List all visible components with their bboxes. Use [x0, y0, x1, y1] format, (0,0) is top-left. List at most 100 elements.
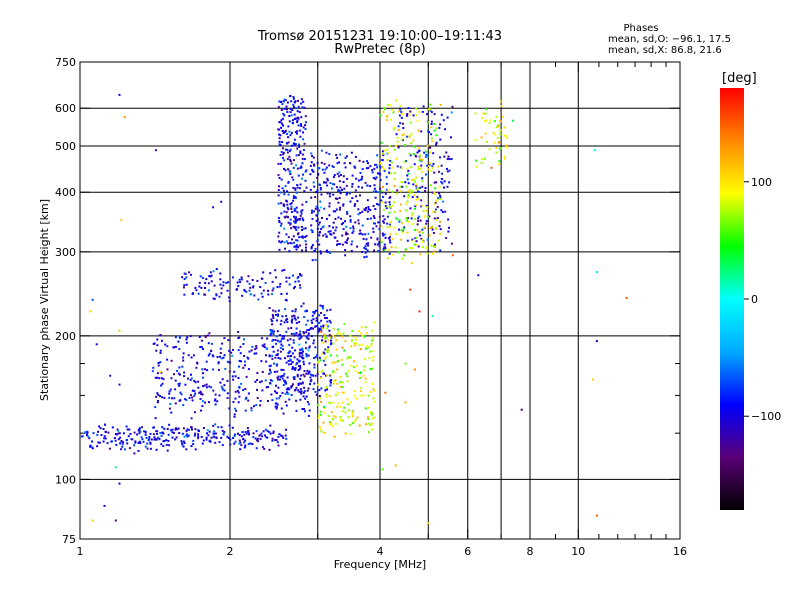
- data-point: [250, 409, 253, 412]
- data-point: [392, 111, 395, 114]
- data-point: [199, 390, 202, 393]
- data-point: [292, 166, 295, 169]
- grid-lines: [80, 62, 680, 539]
- data-point: [390, 161, 393, 164]
- data-point: [178, 432, 181, 434]
- data-point: [138, 440, 141, 443]
- data-point: [417, 129, 420, 132]
- data-point: [239, 345, 242, 348]
- data-point: [313, 312, 316, 315]
- data-point: [159, 334, 162, 337]
- data-point: [117, 438, 120, 441]
- data-point: [197, 386, 200, 389]
- data-point: [378, 228, 381, 230]
- data-point: [275, 364, 278, 367]
- data-point: [448, 181, 451, 184]
- data-point: [187, 377, 189, 380]
- data-point: [345, 225, 348, 228]
- data-point: [425, 204, 428, 207]
- data-point: [484, 132, 487, 135]
- data-point: [338, 180, 341, 183]
- data-point: [340, 358, 343, 361]
- data-point: [151, 370, 154, 373]
- scatter-points: [80, 93, 628, 525]
- data-point: [165, 443, 168, 446]
- data-point: [232, 348, 234, 351]
- data-point: [374, 163, 377, 166]
- data-point: [442, 200, 445, 203]
- data-point: [302, 363, 305, 366]
- data-point: [226, 289, 229, 292]
- data-point: [335, 339, 338, 342]
- data-point: [292, 367, 295, 370]
- data-point: [297, 335, 300, 338]
- data-point: [256, 372, 259, 374]
- data-point: [319, 330, 322, 333]
- data-point: [389, 104, 392, 107]
- data-point: [266, 337, 269, 340]
- data-point: [339, 385, 342, 388]
- data-point: [293, 287, 295, 290]
- data-point: [294, 217, 297, 220]
- data-point: [125, 425, 128, 428]
- data-point: [341, 243, 344, 246]
- data-point: [595, 340, 598, 343]
- data-point: [297, 246, 299, 249]
- data-point: [376, 203, 379, 205]
- data-point: [295, 191, 298, 194]
- data-point: [408, 113, 411, 116]
- data-point: [302, 373, 305, 376]
- data-point: [121, 445, 124, 448]
- data-point: [332, 342, 335, 345]
- data-point: [365, 347, 367, 350]
- data-point: [236, 281, 239, 284]
- data-point: [228, 296, 230, 299]
- data-point: [271, 280, 274, 283]
- data-point: [268, 372, 271, 375]
- data-point: [319, 413, 322, 416]
- data-point: [247, 392, 250, 395]
- data-point: [231, 426, 234, 429]
- data-point: [296, 132, 298, 135]
- data-point: [202, 372, 204, 375]
- data-point: [152, 426, 155, 429]
- data-point: [100, 434, 103, 436]
- data-point: [332, 401, 335, 404]
- data-point: [393, 178, 396, 181]
- data-point: [170, 377, 173, 380]
- data-point: [319, 428, 322, 431]
- data-point: [213, 284, 216, 287]
- data-point: [338, 161, 341, 164]
- data-point: [413, 145, 416, 148]
- data-point: [401, 257, 404, 260]
- data-point: [268, 431, 271, 434]
- data-point: [482, 112, 485, 115]
- data-point: [361, 233, 364, 236]
- data-point: [372, 231, 375, 233]
- data-point: [140, 426, 143, 429]
- data-point: [190, 426, 193, 429]
- data-point: [321, 327, 324, 330]
- data-point: [286, 339, 289, 342]
- data-point: [286, 108, 288, 111]
- data-point: [321, 305, 324, 307]
- data-point: [369, 368, 372, 371]
- data-point: [325, 393, 328, 396]
- data-point: [406, 219, 409, 222]
- data-point: [450, 158, 453, 160]
- data-point: [159, 352, 162, 354]
- data-point: [383, 233, 386, 236]
- data-point: [313, 382, 316, 385]
- data-point: [259, 399, 262, 402]
- data-point: [354, 166, 357, 169]
- data-point: [300, 356, 303, 359]
- data-point: [433, 113, 436, 116]
- data-point: [287, 327, 290, 330]
- data-point: [228, 370, 231, 373]
- data-point: [166, 428, 169, 430]
- data-point: [289, 148, 292, 151]
- data-point: [241, 431, 244, 434]
- data-point: [289, 108, 292, 110]
- data-point: [247, 275, 250, 278]
- data-point: [285, 388, 288, 391]
